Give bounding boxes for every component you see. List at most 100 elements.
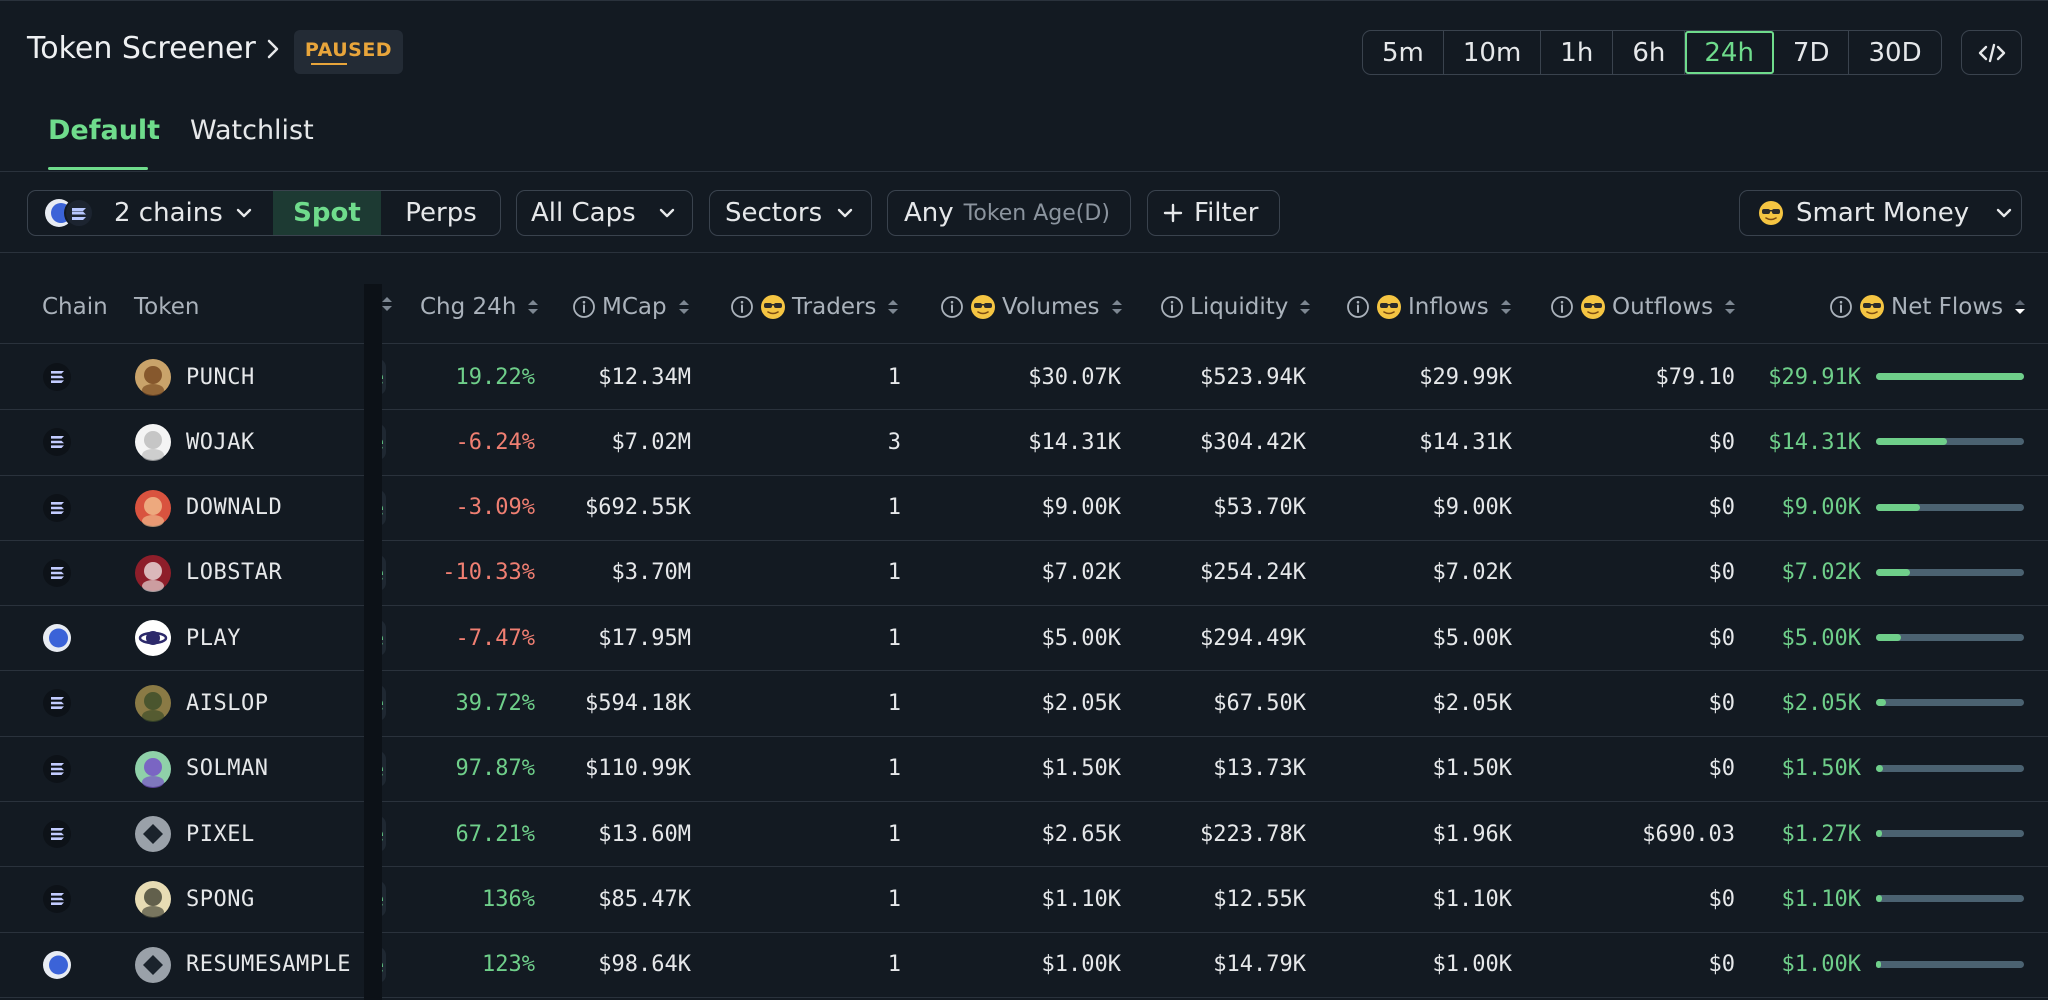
column-header-outflows[interactable]: Outflows <box>1550 294 1737 320</box>
cell-inflows: $14.31K <box>1419 429 1512 455</box>
cell-netflows: $9.00K <box>1781 495 1861 521</box>
cell-inflows: $1.00K <box>1432 952 1512 978</box>
add-filter-label: Filter <box>1194 198 1259 228</box>
cell-outflows: $0 <box>1708 886 1736 912</box>
table-row[interactable]: PLAYe-7.47%$17.95M1$5.00K$294.49K$5.00K$… <box>0 606 2048 672</box>
tab-bar: Default Watchlist <box>0 100 2048 172</box>
info-icon[interactable] <box>730 295 754 319</box>
cell-inflows: $1.96K <box>1432 821 1512 847</box>
timeframe-1h[interactable]: 1h <box>1541 31 1614 74</box>
token-name[interactable]: SPONG <box>186 886 255 912</box>
timeframe-7d[interactable]: 7D <box>1774 31 1850 74</box>
sort-icon[interactable] <box>1298 297 1312 317</box>
timeframe-6h[interactable]: 6h <box>1613 31 1686 74</box>
netflow-bar <box>1876 438 2024 446</box>
page-title-group[interactable]: Token Screener <box>27 31 280 66</box>
sort-icon[interactable] <box>886 297 900 317</box>
tab-default[interactable]: Default <box>48 115 160 170</box>
cell-liquidity: $254.24K <box>1200 560 1306 586</box>
table-row[interactable]: SPONGe136%$85.47K1$1.10K$12.55K$1.10K$0$… <box>0 867 2048 933</box>
chain-icons[interactable] <box>44 198 100 228</box>
market-perps-toggle[interactable]: Perps <box>381 191 501 235</box>
page-title: Token Screener <box>27 31 256 66</box>
info-icon[interactable] <box>940 295 964 319</box>
tab-watchlist[interactable]: Watchlist <box>190 115 314 146</box>
sort-icon[interactable] <box>1499 297 1513 317</box>
token-name[interactable]: WOJAK <box>186 429 255 455</box>
column-header-inflows[interactable]: Inflows <box>1346 294 1513 320</box>
caps-dropdown[interactable]: All Caps <box>516 190 693 236</box>
cell-mcap: $110.99K <box>585 756 691 782</box>
cell-outflows: $0 <box>1708 560 1736 586</box>
cell-chg: 67.21% <box>455 821 535 847</box>
cell-inflows: $1.50K <box>1432 756 1512 782</box>
token-name[interactable]: AISLOP <box>186 690 269 716</box>
cell-traders: 1 <box>887 821 901 847</box>
info-icon[interactable] <box>1160 295 1184 319</box>
token-name[interactable]: RESUMESAMPLE <box>186 952 351 978</box>
token-name[interactable]: PLAY <box>186 625 241 651</box>
sort-icon[interactable] <box>526 297 540 317</box>
column-header-chg[interactable]: Chg 24h <box>420 294 540 320</box>
sort-icon[interactable] <box>1110 297 1124 317</box>
cell-outflows: $0 <box>1708 429 1736 455</box>
cell-liquidity: $523.94K <box>1200 364 1306 390</box>
token-name[interactable]: LOBSTAR <box>186 560 283 586</box>
table-row[interactable]: PIXELe67.21%$13.60M1$2.65K$223.78K$1.96K… <box>0 802 2048 868</box>
cell-traders: 1 <box>887 495 901 521</box>
token-age-value: Any <box>904 198 954 228</box>
cell-liquidity: $67.50K <box>1213 690 1306 716</box>
chevron-down-icon <box>837 208 853 218</box>
sectors-dropdown[interactable]: Sectors <box>709 190 872 236</box>
token-name[interactable]: SOLMAN <box>186 756 269 782</box>
timeframe-10m[interactable]: 10m <box>1444 31 1542 74</box>
token-name[interactable]: DOWNALD <box>186 495 283 521</box>
column-header-liquidity[interactable]: Liquidity <box>1160 294 1312 320</box>
info-icon[interactable] <box>572 295 596 319</box>
column-header-netflows[interactable]: Net Flows <box>1829 294 2027 320</box>
chain-market-filter: 2 chains Spot Perps <box>27 190 501 236</box>
column-header-mcap[interactable]: MCap <box>572 294 691 320</box>
token-name[interactable]: PUNCH <box>186 364 255 390</box>
table-row[interactable]: SOLMANe97.87%$110.99K1$1.50K$13.73K$1.50… <box>0 737 2048 803</box>
sort-icon[interactable] <box>380 294 394 314</box>
column-label-volumes: Volumes <box>1002 294 1100 320</box>
info-icon[interactable] <box>1346 295 1370 319</box>
chains-label[interactable]: 2 chains <box>114 198 223 228</box>
timeframe-30d[interactable]: 30D <box>1868 37 1922 68</box>
cell-chg: -7.47% <box>455 625 535 651</box>
token-avatar <box>134 933 172 997</box>
timeframe-24h[interactable]: 24h <box>1685 31 1774 74</box>
table-row[interactable]: PUNCHe19.22%$12.34M1$30.07K$523.94K$29.9… <box>0 345 2048 411</box>
add-filter-button[interactable]: Filter <box>1147 190 1280 236</box>
column-header-volumes[interactable]: Volumes <box>940 294 1124 320</box>
segment-dropdown[interactable]: Smart Money <box>1739 190 2022 236</box>
cell-inflows: $29.99K <box>1419 364 1512 390</box>
token-name[interactable]: PIXEL <box>186 821 255 847</box>
table-row[interactable]: AISLOPe39.72%$594.18K1$2.05K$67.50K$2.05… <box>0 671 2048 737</box>
sort-icon[interactable] <box>677 297 691 317</box>
chevron-down-icon[interactable] <box>235 207 253 219</box>
netflow-bar <box>1876 895 2024 903</box>
column-header-traders[interactable]: Traders <box>730 294 900 320</box>
solana-chain-icon <box>43 885 71 914</box>
table-row[interactable]: LOBSTARe-10.33%$3.70M1$7.02K$254.24K$7.0… <box>0 541 2048 607</box>
sort-desc-icon[interactable] <box>2013 297 2027 317</box>
cell-volumes: $30.07K <box>1028 364 1121 390</box>
embed-code-button[interactable] <box>1961 30 2022 75</box>
sort-icon[interactable] <box>1723 297 1737 317</box>
netflow-bar <box>1876 960 2024 968</box>
netflow-bar-fill <box>1876 895 1882 903</box>
cell-mcap: $12.34M <box>598 364 691 390</box>
hidden-column-sort[interactable] <box>376 294 394 314</box>
token-age-filter[interactable]: Any Token Age(D) <box>887 190 1131 236</box>
timeframe-5m[interactable]: 5m <box>1363 31 1444 74</box>
info-icon[interactable] <box>1550 295 1574 319</box>
chevron-right-icon <box>267 39 279 58</box>
market-spot-toggle[interactable]: Spot <box>273 191 381 235</box>
info-icon[interactable] <box>1829 295 1853 319</box>
table-row[interactable]: WOJAKe-6.24%$7.02M3$14.31K$304.42K$14.31… <box>0 410 2048 476</box>
table-row[interactable]: DOWNALDe-3.09%$692.55K1$9.00K$53.70K$9.0… <box>0 476 2048 541</box>
cell-volumes: $5.00K <box>1041 625 1121 651</box>
table-row[interactable]: RESUMESAMPLEe123%$98.64K1$1.00K$14.79K$1… <box>0 933 2048 998</box>
